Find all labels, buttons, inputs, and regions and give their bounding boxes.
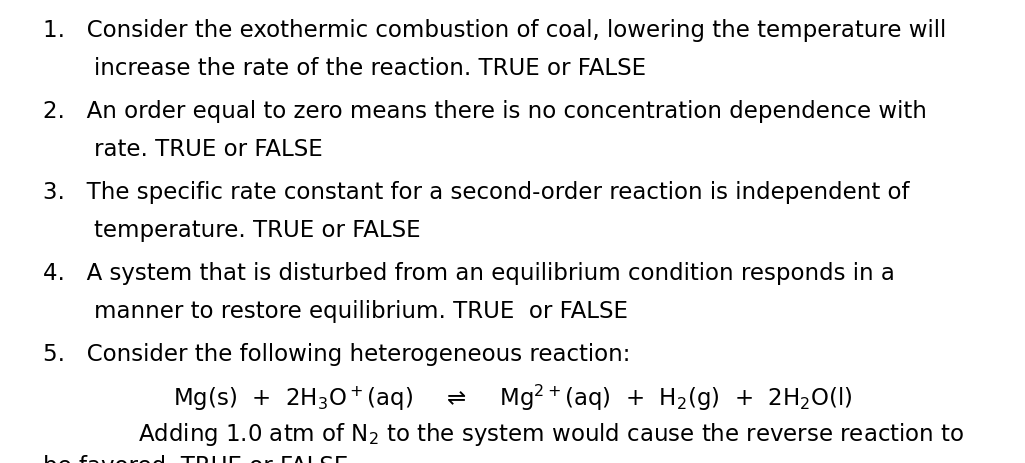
Text: temperature. TRUE or FALSE: temperature. TRUE or FALSE (94, 219, 421, 242)
Text: 4.   A system that is disturbed from an equilibrium condition responds in a: 4. A system that is disturbed from an eq… (43, 262, 895, 285)
Text: 3.   The specific rate constant for a second-order reaction is independent of: 3. The specific rate constant for a seco… (43, 181, 909, 204)
Text: be favored. TRUE or FALSE.: be favored. TRUE or FALSE. (43, 454, 356, 463)
Text: 1.   Consider the exothermic combustion of coal, lowering the temperature will: 1. Consider the exothermic combustion of… (43, 19, 946, 42)
Text: rate. TRUE or FALSE: rate. TRUE or FALSE (94, 138, 323, 161)
Text: Adding 1.0 atm of N$_2$ to the system would cause the reverse reaction to: Adding 1.0 atm of N$_2$ to the system wo… (138, 420, 965, 447)
Text: manner to restore equilibrium. TRUE  or FALSE: manner to restore equilibrium. TRUE or F… (94, 300, 628, 323)
Text: increase the rate of the reaction. TRUE or FALSE: increase the rate of the reaction. TRUE … (94, 56, 647, 80)
Text: 5.   Consider the following heterogeneous reaction:: 5. Consider the following heterogeneous … (43, 343, 630, 366)
Text: Mg(s)  +  2H$_3$O$^+$(aq)    $\rightleftharpoons$    Mg$^{2+}$(aq)  +  H$_2$(g) : Mg(s) + 2H$_3$O$^+$(aq) $\rightleftharpo… (172, 382, 853, 412)
Text: 2.   An order equal to zero means there is no concentration dependence with: 2. An order equal to zero means there is… (43, 100, 927, 123)
